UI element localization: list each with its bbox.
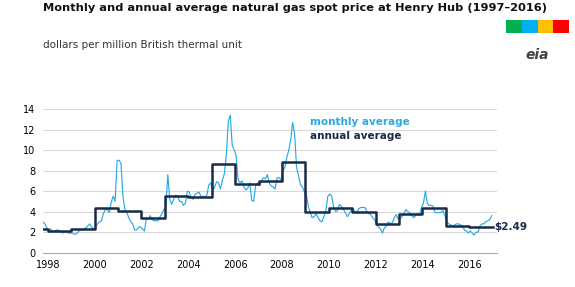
Bar bbox=[538, 20, 553, 33]
Text: monthly average: monthly average bbox=[310, 117, 410, 127]
Bar bbox=[506, 20, 522, 33]
Text: eia: eia bbox=[526, 48, 549, 62]
Text: dollars per million British thermal unit: dollars per million British thermal unit bbox=[43, 40, 242, 50]
Text: annual average: annual average bbox=[310, 131, 401, 141]
Bar bbox=[522, 20, 538, 33]
Text: Monthly and annual average natural gas spot price at Henry Hub (1997–2016): Monthly and annual average natural gas s… bbox=[43, 3, 547, 13]
Text: $2.49: $2.49 bbox=[494, 222, 527, 232]
Bar bbox=[553, 20, 569, 33]
